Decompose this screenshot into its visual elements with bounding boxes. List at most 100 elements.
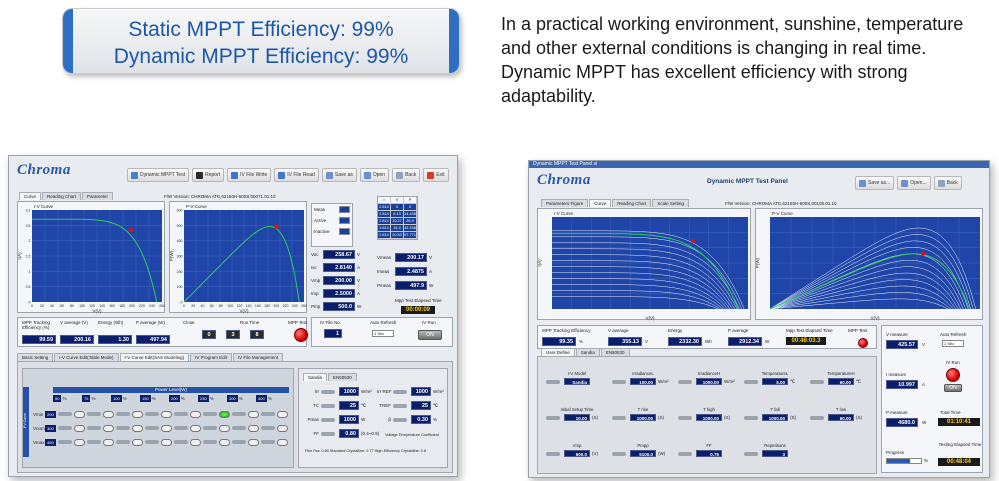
cell-slider[interactable] <box>260 412 275 416</box>
open-button[interactable]: Open <box>359 168 390 182</box>
cell-toggle[interactable] <box>160 410 172 418</box>
power-level-cell[interactable] <box>231 410 259 418</box>
cell-slider[interactable] <box>57 440 72 444</box>
cell-toggle[interactable] <box>218 424 230 432</box>
tab-iv-file-management[interactable]: IV File Management <box>232 353 284 361</box>
power-level-cell[interactable] <box>202 424 230 432</box>
cell-slider[interactable] <box>231 412 246 416</box>
power-column-setting[interactable]: 75% <box>82 395 109 402</box>
power-level-cell[interactable] <box>86 438 114 446</box>
power-level-cell[interactable] <box>173 410 201 418</box>
row-voltage-value[interactable]: 300 <box>45 424 56 432</box>
mpp-test-led-2[interactable] <box>858 338 868 348</box>
auto-refresh-select-2[interactable]: 1 Sec <box>942 340 964 347</box>
power-level-cell[interactable] <box>173 424 201 432</box>
back-button[interactable]: Back <box>392 168 421 182</box>
cell-toggle[interactable] <box>276 424 288 432</box>
control-slider[interactable] <box>546 451 560 456</box>
control-value[interactable]: 60.00 <box>828 378 854 385</box>
control-slider[interactable] <box>744 415 758 420</box>
tab-curve-2[interactable]: Curve <box>589 199 612 207</box>
tab-scale-setting-2[interactable]: Scale Setting <box>652 199 689 207</box>
control-slider[interactable] <box>744 379 758 384</box>
cell-slider[interactable] <box>202 412 217 416</box>
auto-refresh-select[interactable]: 1 Sec <box>372 330 394 337</box>
power-column-setting[interactable]: 300% <box>227 395 254 402</box>
cell-toggle[interactable] <box>102 410 114 418</box>
cell-toggle[interactable] <box>160 438 172 446</box>
power-level-cell[interactable] <box>202 410 230 418</box>
power-column-setting[interactable]: 150% <box>140 395 167 402</box>
cell-slider[interactable] <box>57 412 72 416</box>
iv-run-led[interactable] <box>946 368 960 382</box>
control-value[interactable]: 1000.00 <box>696 378 722 385</box>
power-column-value[interactable]: 50 <box>53 395 62 402</box>
power-level-cell[interactable] <box>202 438 230 446</box>
control-value[interactable]: 1000.00 <box>762 414 788 421</box>
reading-value[interactable]: 200.00 <box>323 276 355 285</box>
param-value[interactable]: 1000 <box>339 387 359 396</box>
cell-toggle[interactable] <box>73 410 85 418</box>
row-voltage-value[interactable]: 200 <box>45 410 56 418</box>
iv-data-table[interactable]: I V P 2.814 0 0 2.814 5.13 14.436 2.814 10.27 28.9 2… <box>377 196 418 240</box>
power-level-cell[interactable] <box>144 424 172 432</box>
cell-toggle[interactable] <box>276 410 288 418</box>
cell-slider[interactable] <box>173 440 188 444</box>
param-value[interactable]: 0.80 <box>339 429 359 438</box>
param-slider[interactable] <box>393 403 407 408</box>
power-level-cell[interactable] <box>57 438 85 446</box>
power-level-cell[interactable] <box>260 424 288 432</box>
tab-sandia-2[interactable]: Sandia <box>575 348 600 356</box>
reading-value[interactable]: 258.67 <box>323 250 355 259</box>
tab-i-v-curve-edit-sas-modeling[interactable]: I-V Curve Edit(SAS Modeling) <box>119 353 190 361</box>
cell-slider[interactable] <box>86 426 101 430</box>
tab-iv-program-edit[interactable]: IV Program Edit <box>190 353 232 361</box>
control-value[interactable]: 0.75 <box>696 450 722 457</box>
power-level-cell[interactable] <box>57 424 85 432</box>
reading-value[interactable]: 500.0 <box>323 302 355 311</box>
power-column-value[interactable]: 300 <box>227 395 238 402</box>
row-voltage-value[interactable]: 450 <box>45 438 56 446</box>
power-level-cell[interactable] <box>115 424 143 432</box>
cell-toggle[interactable] <box>73 438 85 446</box>
control-value[interactable]: 1000.00 <box>630 414 656 421</box>
cell-toggle[interactable] <box>189 424 201 432</box>
mpp-test-led[interactable] <box>294 328 308 342</box>
power-column-value[interactable]: 150 <box>140 395 151 402</box>
power-column-setting[interactable]: 100% <box>111 395 138 402</box>
tab-en50530-2[interactable]: EN50530 <box>600 348 630 356</box>
tab-parameter[interactable]: Parameter <box>82 192 114 200</box>
cell-slider[interactable] <box>115 426 130 430</box>
run-time-field-0[interactable]: 0 <box>202 330 216 339</box>
power-column-setting[interactable]: 400% <box>256 395 283 402</box>
reading-value[interactable]: 2.8140 <box>323 263 355 272</box>
power-level-cell[interactable] <box>115 410 143 418</box>
param-value[interactable]: 1000 <box>339 415 359 424</box>
cell-slider[interactable] <box>202 440 217 444</box>
power-level-cell[interactable] <box>144 410 172 418</box>
cell-toggle[interactable] <box>131 438 143 446</box>
power-column-value[interactable]: 200 <box>169 395 180 402</box>
tab-en50530[interactable]: EN50530 <box>328 373 357 381</box>
reading-value[interactable]: 2.5000 <box>323 289 355 298</box>
control-slider[interactable] <box>810 415 824 420</box>
control-value[interactable]: 5100.0 <box>630 450 656 457</box>
cell-toggle[interactable] <box>189 410 201 418</box>
power-level-cell[interactable] <box>260 410 288 418</box>
table-row[interactable]: 2.814 10.27 28.9 <box>378 218 417 225</box>
tab-parameters-figure-2[interactable]: Parameters Figure <box>541 199 589 207</box>
power-level-cell[interactable] <box>260 438 288 446</box>
param-value[interactable]: 0.30 <box>411 415 431 424</box>
control-slider[interactable] <box>810 379 824 384</box>
cell-slider[interactable] <box>173 412 188 416</box>
power-level-cell[interactable] <box>144 438 172 446</box>
power-column-value[interactable]: 75 <box>82 395 91 402</box>
table-row[interactable]: 2.814 15.4 43.336 <box>378 225 417 232</box>
param-slider[interactable] <box>321 431 335 436</box>
iv-file-no-field[interactable]: 1 <box>324 329 342 338</box>
cell-toggle[interactable] <box>131 424 143 432</box>
cell-slider[interactable] <box>202 426 217 430</box>
control-slider[interactable] <box>612 379 626 384</box>
cell-toggle[interactable] <box>73 424 85 432</box>
cell-slider[interactable] <box>231 426 246 430</box>
